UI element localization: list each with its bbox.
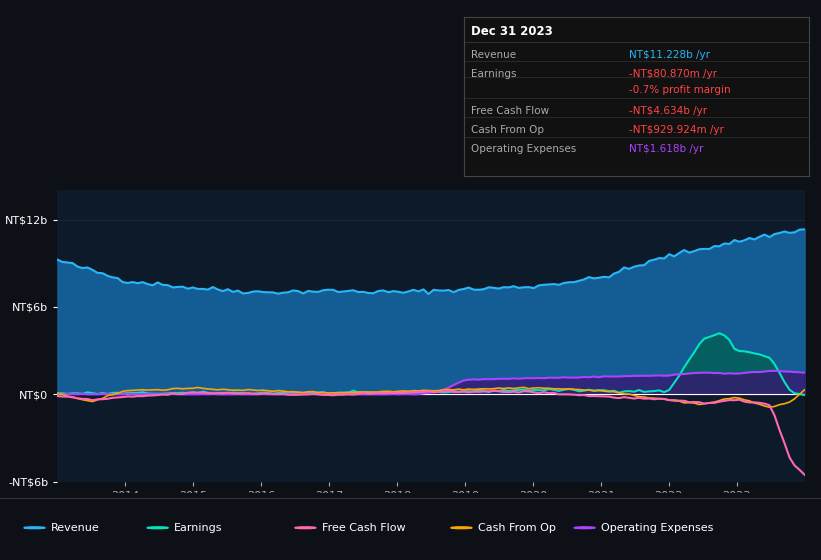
Text: Operating Expenses: Operating Expenses: [470, 144, 576, 154]
Text: -NT$929.924m /yr: -NT$929.924m /yr: [630, 125, 724, 135]
Circle shape: [574, 527, 595, 529]
Text: Cash From Op: Cash From Op: [470, 125, 544, 135]
Text: Free Cash Flow: Free Cash Flow: [470, 106, 549, 116]
Text: NT$1.618b /yr: NT$1.618b /yr: [630, 144, 704, 154]
Text: Free Cash Flow: Free Cash Flow: [322, 522, 406, 533]
Text: Dec 31 2023: Dec 31 2023: [470, 25, 553, 38]
Text: NT$11.228b /yr: NT$11.228b /yr: [630, 50, 710, 60]
Circle shape: [147, 527, 168, 529]
Text: Revenue: Revenue: [470, 50, 516, 60]
Text: Operating Expenses: Operating Expenses: [601, 522, 713, 533]
Circle shape: [295, 527, 316, 529]
Text: Earnings: Earnings: [174, 522, 222, 533]
Text: -0.7% profit margin: -0.7% profit margin: [630, 85, 731, 95]
Circle shape: [451, 527, 472, 529]
Text: Cash From Op: Cash From Op: [478, 522, 556, 533]
Text: Revenue: Revenue: [51, 522, 99, 533]
Text: Earnings: Earnings: [470, 69, 516, 80]
Circle shape: [24, 527, 45, 529]
Text: -NT$80.870m /yr: -NT$80.870m /yr: [630, 69, 718, 80]
Text: -NT$4.634b /yr: -NT$4.634b /yr: [630, 106, 708, 116]
